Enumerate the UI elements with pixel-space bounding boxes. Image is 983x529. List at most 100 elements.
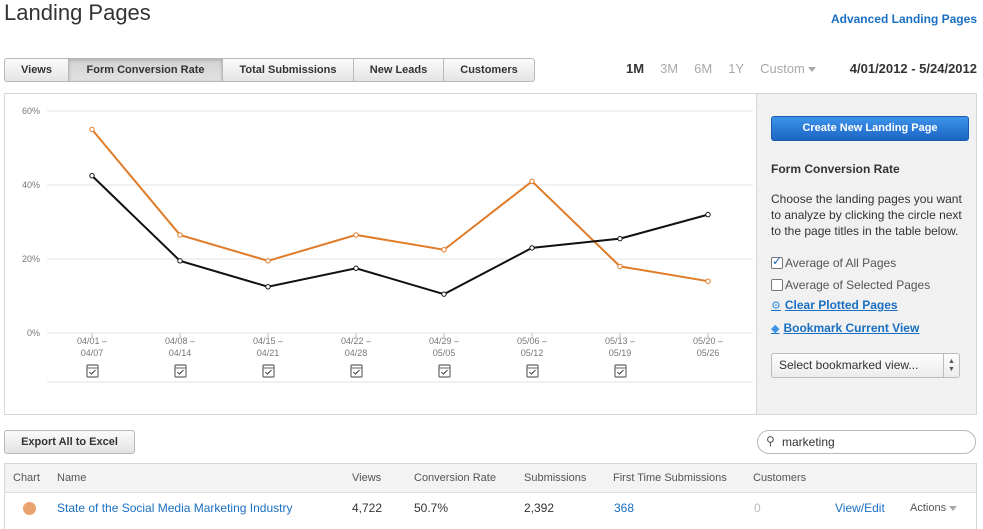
date-range: 4/01/2012 - 5/24/2012	[849, 61, 977, 76]
data-point	[353, 265, 359, 271]
calendar-check-icon[interactable]	[614, 364, 627, 378]
sidebar-title: Form Conversion Rate	[771, 162, 900, 176]
calendar-check-icon[interactable]	[350, 364, 363, 378]
data-point	[265, 284, 271, 290]
column-header-chart[interactable]: Chart	[13, 472, 40, 484]
column-header-customers[interactable]: Customers	[753, 472, 807, 484]
actions-menu-label: Actions	[910, 502, 947, 514]
landing-page-name-link[interactable]: State of the Social Media Marketing Indu…	[57, 501, 293, 515]
x-tick-label: 05/12	[521, 348, 544, 358]
x-tick-label: 05/20 –	[693, 336, 723, 346]
data-point	[177, 232, 183, 238]
sidebar-description: Choose the landing pages you want to ana…	[771, 192, 962, 238]
data-point	[705, 278, 711, 284]
chart-panel: 0% 20% 40% 60% 04/01 – 04/07 04/08 – 04/14 04/15…	[4, 93, 977, 415]
range-3m[interactable]: 3M	[660, 61, 679, 76]
calendar-check-icon[interactable]	[262, 364, 275, 378]
cell-submissions: 2,392	[524, 501, 555, 515]
y-tick-label: 60%	[22, 106, 40, 116]
x-tick-label: 05/19	[609, 348, 632, 358]
series-line	[91, 128, 709, 283]
average-selected-checkbox-row[interactable]: Average of Selected Pages	[771, 278, 930, 292]
chevron-down-icon	[949, 505, 958, 511]
column-header-submissions[interactable]: Submissions	[524, 472, 587, 484]
data-point	[353, 232, 359, 238]
clear-plotted-pages-link[interactable]: ⚙ Clear Plotted Pages	[771, 298, 898, 312]
x-tick-label: 05/13 –	[605, 336, 635, 346]
create-landing-page-button[interactable]: Create New Landing Page	[771, 116, 969, 141]
chevron-down-icon	[807, 67, 816, 73]
time-range-selector: 1M 3M 6M 1Y Custom	[626, 61, 816, 76]
table-header: Chart Name Views Conversion Rate Submiss…	[5, 464, 976, 493]
view-edit-link[interactable]: View/Edit	[835, 501, 885, 515]
bookmark-current-view-label: Bookmark Current View	[783, 321, 920, 335]
x-tick-label: 04/29 –	[429, 336, 459, 346]
column-header-first-time-submissions[interactable]: First Time Submissions	[613, 472, 727, 484]
data-point	[177, 258, 183, 264]
calendar-check-icon[interactable]	[526, 364, 539, 378]
tab-form-conversion-rate[interactable]: Form Conversion Rate	[69, 59, 223, 81]
series-line	[91, 175, 709, 296]
x-tick-label: 05/05	[433, 348, 456, 358]
x-tick-label: 04/28	[345, 348, 368, 358]
x-tick-label: 05/06 –	[517, 336, 547, 346]
search-input[interactable]	[782, 433, 968, 451]
y-tick-label: 20%	[22, 254, 40, 264]
cell-first-time-submissions[interactable]: 368	[614, 501, 635, 515]
table-row: State of the Social Media Marketing Indu…	[5, 493, 976, 523]
column-header-name[interactable]: Name	[57, 472, 87, 484]
range-custom[interactable]: Custom	[760, 61, 816, 76]
chart-sidebar: Create New Landing Page Form Conversion …	[756, 94, 976, 414]
search-icon: ⚲	[766, 434, 775, 448]
x-tick-label: 04/14	[169, 348, 192, 358]
y-tick-label: 40%	[22, 180, 40, 190]
data-point	[617, 235, 623, 242]
cell-customers: 0	[754, 501, 761, 515]
landing-pages-table: Chart Name Views Conversion Rate Submiss…	[4, 463, 977, 529]
calendar-check-icon[interactable]	[438, 364, 451, 378]
column-header-conversion-rate[interactable]: Conversion Rate	[414, 472, 496, 484]
data-point	[441, 247, 447, 253]
x-tick-label: 04/01 –	[77, 336, 107, 346]
average-selected-label: Average of Selected Pages	[785, 278, 931, 292]
range-1m[interactable]: 1M	[626, 61, 645, 76]
data-point	[265, 258, 271, 264]
data-point	[89, 173, 95, 179]
x-tick-label: 04/15 –	[253, 336, 283, 346]
average-selected-checkbox[interactable]	[771, 279, 783, 291]
metric-tabs: Views Form Conversion Rate Total Submiss…	[4, 58, 535, 82]
export-to-excel-button[interactable]: Export All to Excel	[4, 430, 135, 454]
average-all-checkbox-row[interactable]: Average of All Pages	[771, 254, 897, 270]
calendar-check-icon[interactable]	[174, 364, 187, 378]
x-tick-label: 04/22 –	[341, 336, 371, 346]
tab-new-leads[interactable]: New Leads	[354, 59, 444, 81]
plot-toggle-circle[interactable]	[23, 502, 36, 515]
range-6m[interactable]: 6M	[694, 61, 713, 76]
average-all-checkbox[interactable]	[771, 254, 783, 269]
range-custom-label: Custom	[760, 61, 805, 76]
average-all-label: Average of All Pages	[785, 256, 897, 270]
x-tick-label: 04/07	[81, 348, 104, 358]
bookmarked-view-select-value: Select bookmarked view...	[779, 358, 919, 372]
chart-area: 0% 20% 40% 60% 04/01 – 04/07 04/08 – 04/14 04/15…	[5, 94, 756, 414]
tab-customers[interactable]: Customers	[460, 64, 518, 76]
calendar-check-icon[interactable]	[86, 364, 99, 378]
x-tick-label: 04/21	[257, 348, 280, 358]
tab-total-submissions[interactable]: Total Submissions	[223, 59, 354, 81]
bookmark-current-view-link[interactable]: ◆ Bookmark Current View	[771, 321, 919, 335]
data-point	[89, 126, 95, 133]
search-box[interactable]: ⚲	[757, 430, 976, 454]
bookmarked-view-select[interactable]: Select bookmarked view... ▲ ▼	[771, 353, 960, 378]
select-arrows-icon: ▲ ▼	[943, 354, 959, 377]
data-point	[529, 245, 535, 251]
data-point	[705, 211, 711, 218]
tab-views[interactable]: Views	[5, 59, 69, 81]
actions-menu[interactable]: Actions	[910, 502, 958, 514]
column-header-views[interactable]: Views	[352, 472, 382, 484]
advanced-landing-pages-link[interactable]: Advanced Landing Pages	[830, 12, 977, 26]
data-point	[617, 263, 623, 270]
clear-plotted-pages-label: Clear Plotted Pages	[784, 298, 898, 312]
cell-views: 4,722	[352, 501, 383, 515]
range-1y[interactable]: 1Y	[728, 61, 745, 76]
gear-icon: ⚙	[771, 299, 781, 312]
